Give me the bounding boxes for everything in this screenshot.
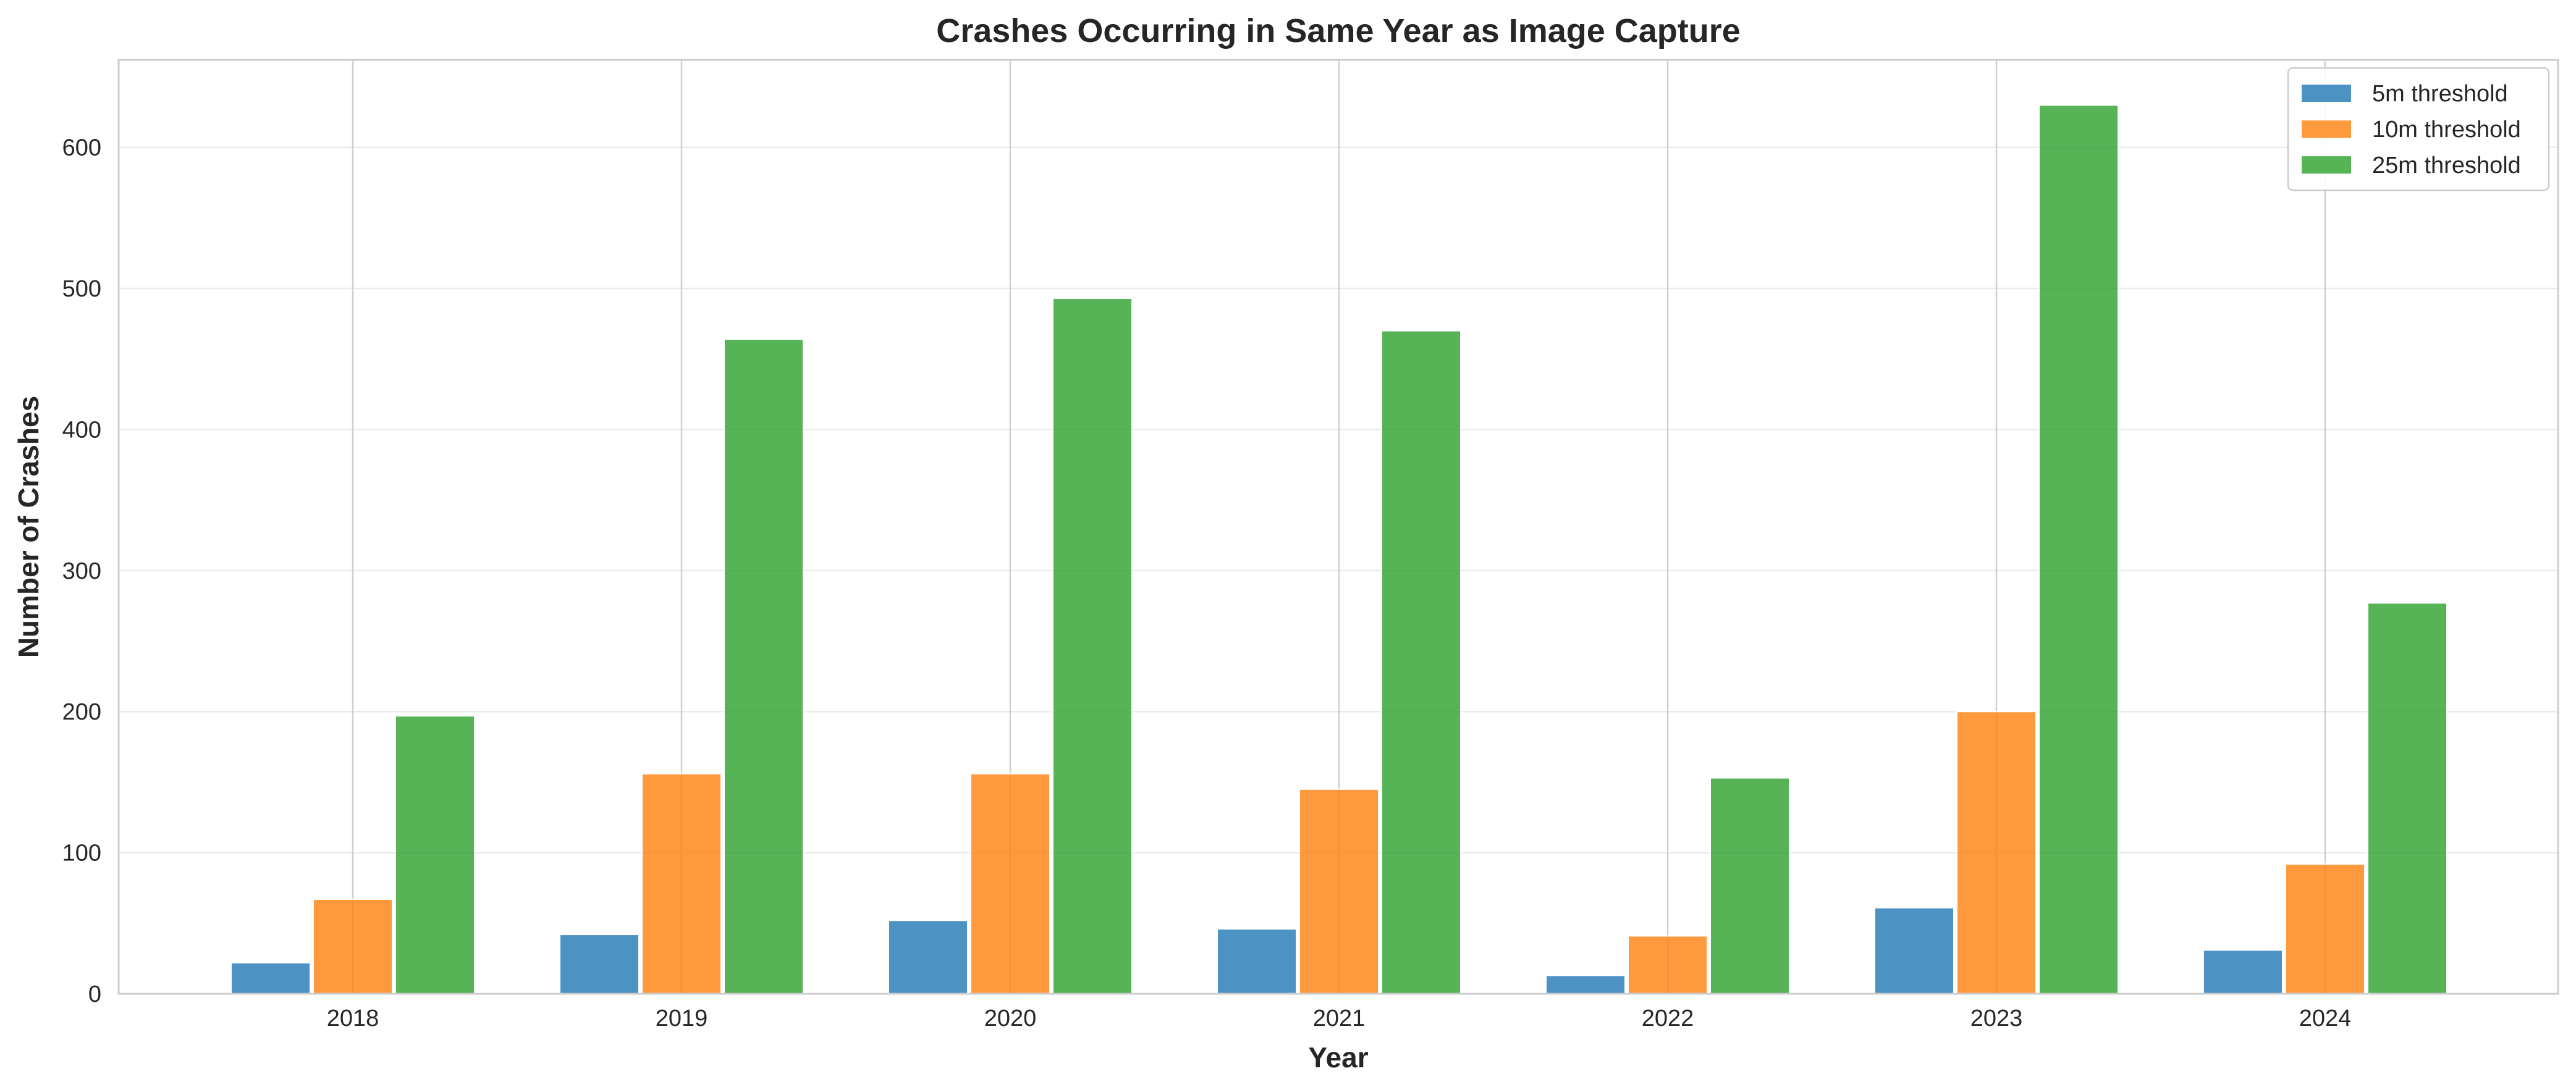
y-tick-label: 400 <box>62 417 101 443</box>
bar-25m-threshold-2020 <box>1052 297 1133 994</box>
bar-10m-threshold-2021 <box>1299 788 1379 995</box>
bar-25m-threshold-2019 <box>724 338 804 994</box>
legend-label: 25m threshold <box>2372 153 2521 178</box>
x-axis-label: Year <box>1308 1041 1368 1073</box>
bar-10m-threshold-2023 <box>1956 711 2037 994</box>
bar-5m-threshold-2022 <box>1545 975 1626 994</box>
y-axis-label: Number of Crashes <box>12 396 44 658</box>
plot-frame <box>117 59 2559 995</box>
legend: 5m threshold 10m threshold 25m threshold <box>2287 67 2550 191</box>
bar-10m-threshold-2018 <box>313 898 393 994</box>
bar-10m-threshold-2024 <box>2285 863 2365 995</box>
x-tick-label: 2024 <box>2299 1006 2352 1031</box>
bar-5m-threshold-2020 <box>888 920 968 995</box>
bars <box>230 104 2447 995</box>
y-tick-label: 0 <box>88 981 101 1007</box>
x-tick-label: 2018 <box>327 1006 379 1031</box>
chart-title: Crashes Occurring in Same Year as Image … <box>936 12 1741 49</box>
bar-25m-threshold-2024 <box>2367 602 2447 994</box>
x-tick-label: 2021 <box>1313 1006 1366 1031</box>
x-tick-label: 2023 <box>1970 1006 2023 1031</box>
bar-5m-threshold-2021 <box>1217 928 1297 994</box>
bar-5m-threshold-2019 <box>559 934 640 994</box>
bar-5m-threshold-2024 <box>2203 949 2283 995</box>
y-tick-label: 200 <box>62 699 101 725</box>
legend-swatch <box>2302 85 2351 102</box>
bar-5m-threshold-2018 <box>230 962 311 995</box>
legend-swatch <box>2302 156 2351 174</box>
y-tick-label: 500 <box>62 276 101 302</box>
x-tick-label: 2022 <box>1642 1006 1694 1031</box>
y-tick-label: 300 <box>62 558 101 584</box>
y-tick-label: 100 <box>62 841 101 867</box>
legend-label: 5m threshold <box>2372 81 2508 107</box>
y-tick-labels: 0 100 200 300 400 500 600 <box>62 135 101 1007</box>
bar-25m-threshold-2021 <box>1381 330 1461 995</box>
bar-25m-threshold-2023 <box>2038 104 2119 994</box>
bar-25m-threshold-2018 <box>395 715 475 994</box>
x-tick-label: 2019 <box>656 1006 708 1031</box>
x-tick-labels: 2018 2019 2020 2021 2022 2023 2024 <box>327 1006 2352 1031</box>
x-tick-label: 2020 <box>984 1006 1037 1031</box>
bar-10m-threshold-2020 <box>970 773 1050 994</box>
bar-25m-threshold-2022 <box>1710 777 1790 994</box>
legend-label: 10m threshold <box>2372 117 2521 143</box>
bar-10m-threshold-2019 <box>641 773 722 994</box>
legend-box <box>2287 67 2550 191</box>
legend-swatch <box>2302 120 2351 138</box>
bar-10m-threshold-2022 <box>1628 935 1708 994</box>
y-tick-label: 600 <box>62 135 101 161</box>
bar-5m-threshold-2023 <box>1874 907 1954 995</box>
